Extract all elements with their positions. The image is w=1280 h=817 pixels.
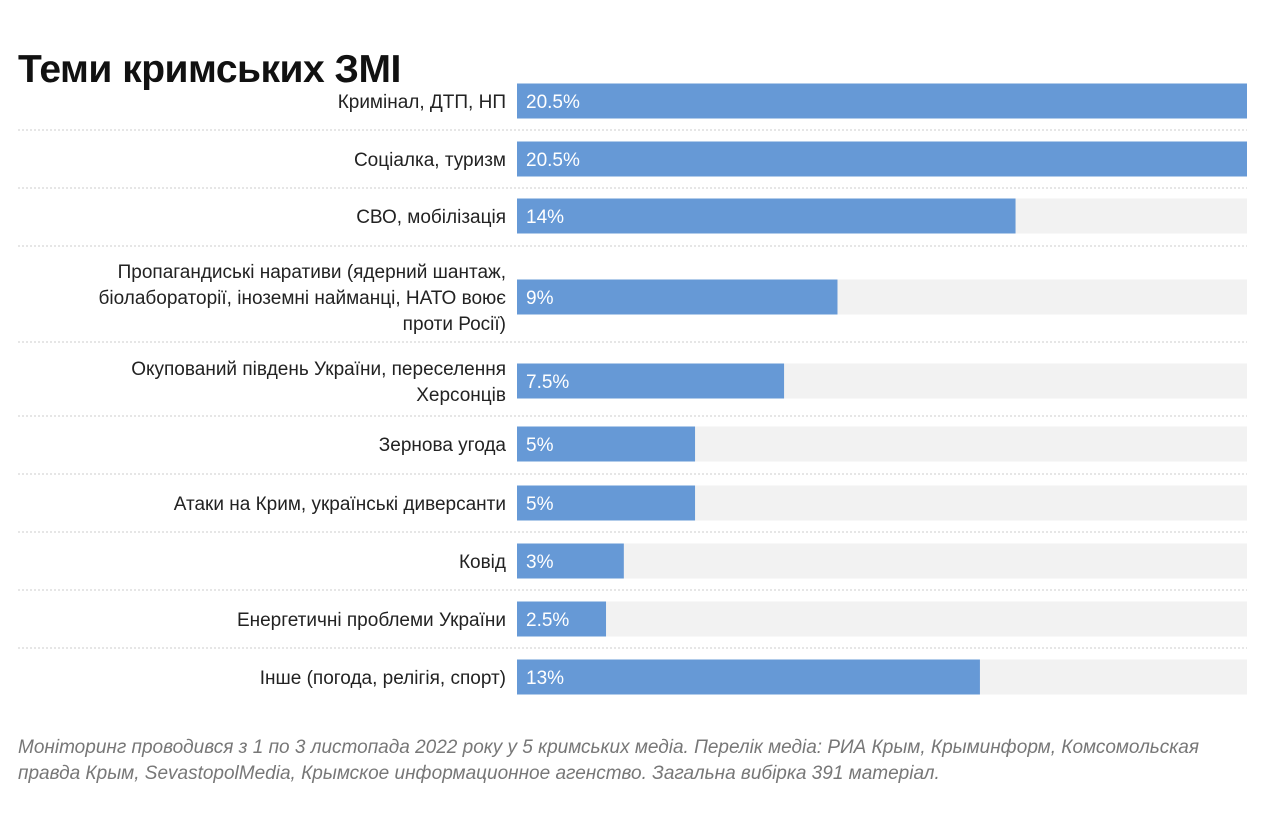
data-label: 2.5% [526,610,569,631]
bar-row: 3% Ковід [459,543,1247,579]
bar [517,141,1247,177]
category-label: Ковід [459,552,506,573]
category-label: Пропагандиські наративи (ядерний шантаж,… [98,262,506,335]
category-label: СВО, мобілізація [356,207,506,228]
category-label: Кримінал, ДТП, НП [338,92,506,113]
data-label: 7.5% [526,372,569,393]
bar-row: 13% Інше (погода, релігія, спорт) [260,659,1247,695]
data-label: 5% [526,494,554,515]
footnote: Моніторинг проводився з 1 по 3 листопада… [18,737,1199,784]
bar-track [517,601,1247,637]
bar-row: 5% Атаки на Крим, українські диверсанти [174,485,1247,521]
bar [517,198,1016,234]
bar [517,83,1247,119]
bar [517,601,607,637]
category-label: Енергетичні проблеми України [237,610,506,631]
bar [517,543,624,579]
bar-row: 9% Пропагандиські наративи (ядерний шанта… [98,262,1247,335]
bar-row: 20.5% Кримінал, ДТП, НП [338,83,1247,119]
category-label: Зернова угода [379,435,507,456]
chart-title: Теми кримських ЗМІ [18,48,401,92]
category-label: Інше (погода, релігія, спорт) [260,668,506,689]
data-label: 13% [526,668,564,689]
bar [517,659,980,695]
category-label: Окупований південь України, переселення Х… [131,359,506,406]
bar [517,279,838,315]
category-label: Атаки на Крим, українські диверсанти [174,494,506,515]
bar-row: 2.5% Енергетичні проблеми України [237,601,1247,637]
data-label: 9% [526,288,554,309]
data-label: 20.5% [526,150,580,171]
data-label: 3% [526,552,554,573]
bar [517,426,696,462]
bar-row: 20.5% Соціалка, туризм [354,141,1247,177]
bar-row: 14% СВО, мобілізація [356,198,1247,234]
bar-row: 7.5% Окупований південь України, переселе… [131,359,1247,406]
bar-chart: 20.5% Кримінал, ДТП, НП 20.5% Соціалка, тур… [18,83,1247,695]
data-label: 20.5% [526,92,580,113]
data-label: 14% [526,207,564,228]
bar-track [517,543,1247,579]
data-label: 5% [526,435,554,456]
bar [517,363,785,399]
category-label: Соціалка, туризм [354,150,506,171]
bar [517,485,696,521]
bar-row: 5% Зернова угода [379,426,1247,462]
